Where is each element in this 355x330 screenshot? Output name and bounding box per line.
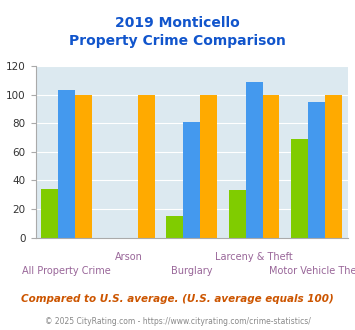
Bar <box>325 95 342 238</box>
Text: Arson: Arson <box>115 252 143 262</box>
Text: Motor Vehicle Theft: Motor Vehicle Theft <box>269 266 355 276</box>
Text: 2019 Monticello: 2019 Monticello <box>115 16 240 30</box>
Bar <box>58 90 75 238</box>
Text: Burglary: Burglary <box>171 266 212 276</box>
Bar <box>263 95 279 238</box>
Text: All Property Crime: All Property Crime <box>22 266 111 276</box>
Text: Larceny & Theft: Larceny & Theft <box>215 252 293 262</box>
Text: Compared to U.S. average. (U.S. average equals 100): Compared to U.S. average. (U.S. average … <box>21 294 334 304</box>
Bar <box>183 122 200 238</box>
Bar <box>308 102 325 238</box>
Bar <box>42 189 58 238</box>
Text: © 2025 CityRating.com - https://www.cityrating.com/crime-statistics/: © 2025 CityRating.com - https://www.city… <box>45 317 310 326</box>
Bar <box>166 216 183 238</box>
Bar <box>138 95 154 238</box>
Bar <box>246 82 263 238</box>
Bar <box>229 190 246 238</box>
Bar <box>75 95 92 238</box>
Bar <box>200 95 217 238</box>
Text: Property Crime Comparison: Property Crime Comparison <box>69 34 286 48</box>
Bar <box>291 139 308 238</box>
